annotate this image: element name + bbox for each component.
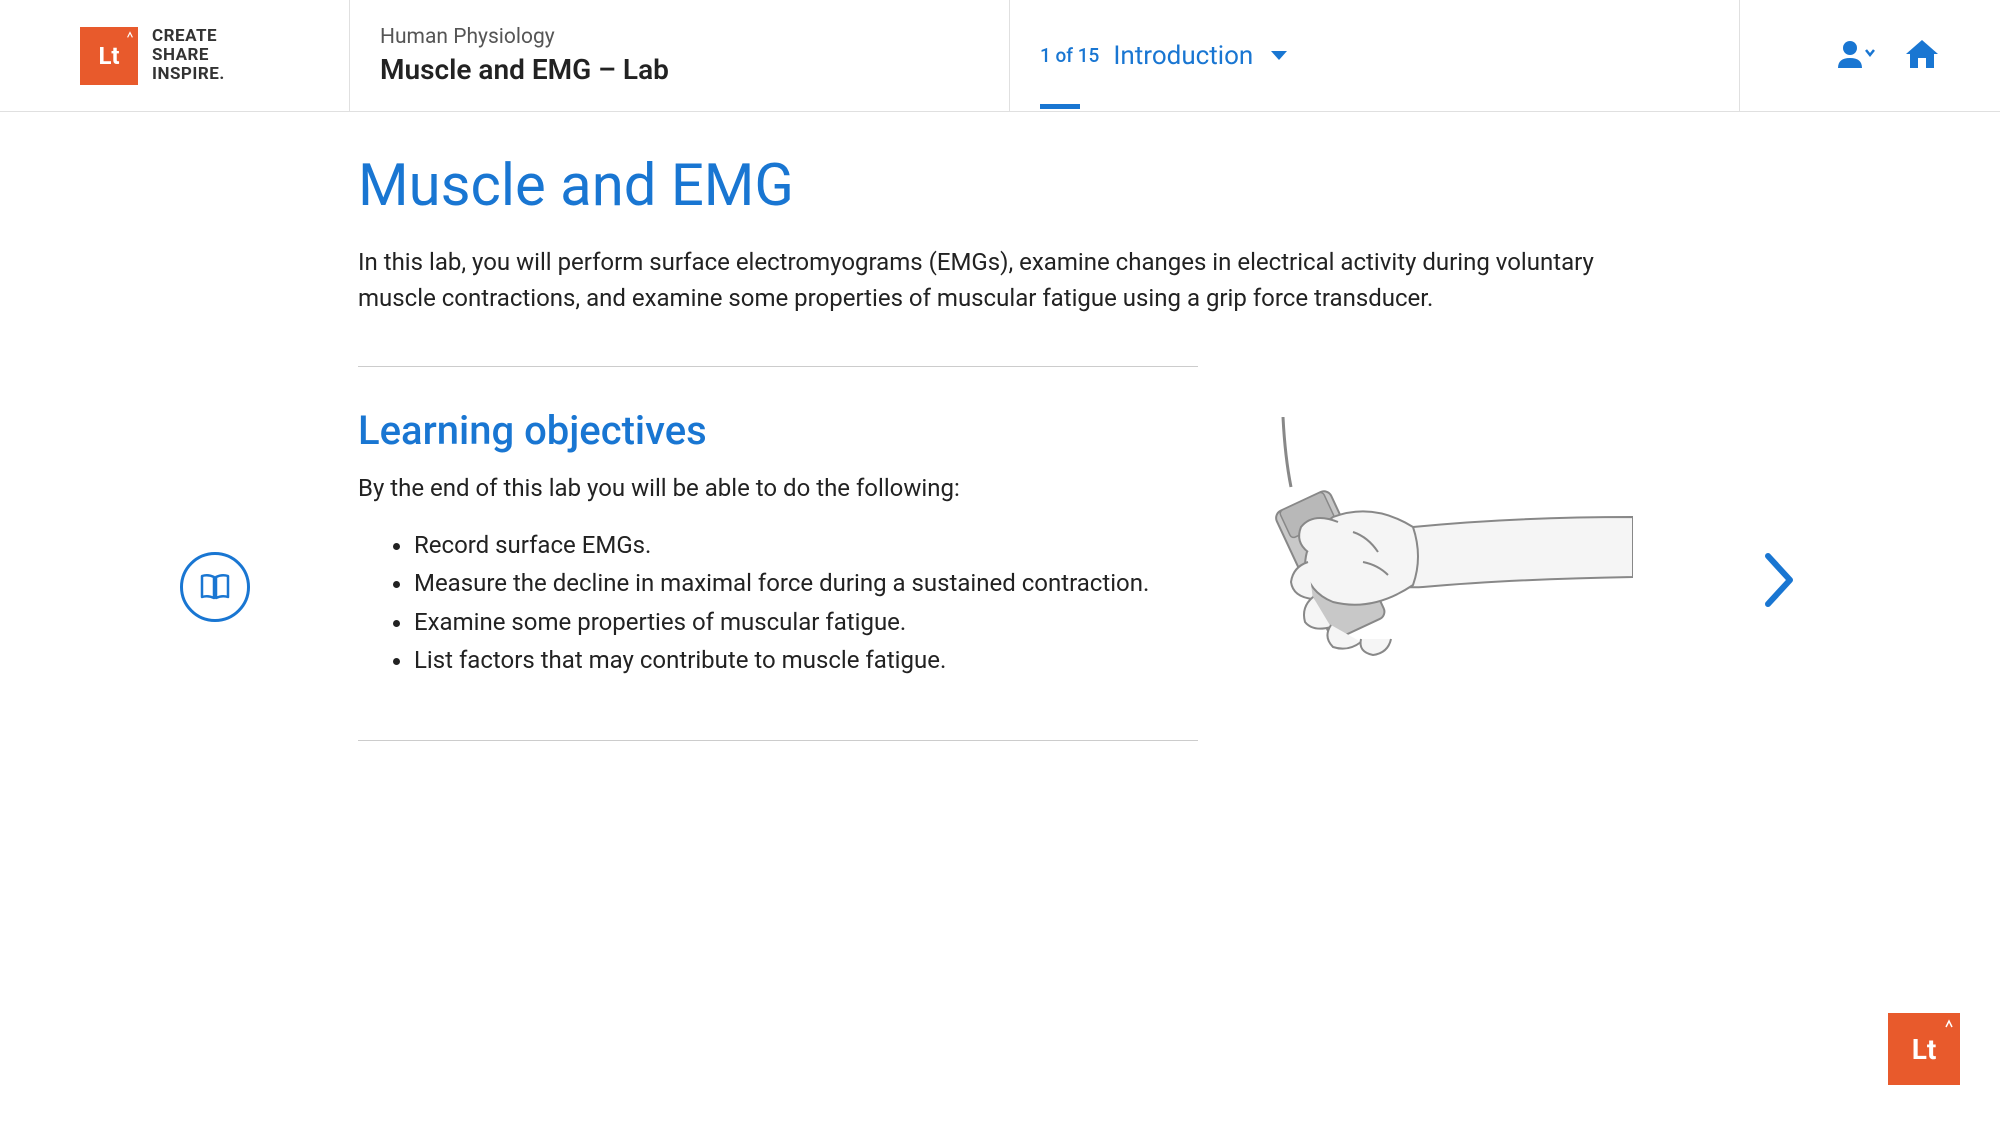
lab-name: Muscle and EMG – Lab — [380, 53, 1009, 86]
logo-accent-icon — [1944, 1019, 1954, 1029]
tagline-line: INSPIRE. — [152, 65, 225, 84]
list-item: List factors that may contribute to musc… — [414, 641, 1153, 679]
list-item: Measure the decline in maximal force dur… — [414, 564, 1153, 602]
two-column: Learning objectives By the end of this l… — [358, 407, 1633, 680]
objectives-column: Learning objectives By the end of this l… — [358, 407, 1153, 680]
logo-accent-icon — [126, 31, 134, 39]
content: Muscle and EMG In this lab, you will per… — [0, 112, 2000, 741]
main-column: Muscle and EMG In this lab, you will per… — [358, 152, 1633, 741]
section-dropdown[interactable]: 1 of 15 Introduction — [1040, 5, 1287, 107]
lt-corner-logo[interactable]: Lt — [1888, 1013, 1960, 1085]
objectives-list: Record surface EMGs. Measure the decline… — [358, 526, 1153, 680]
lt-logo[interactable]: Lt — [80, 27, 138, 85]
divider — [358, 740, 1198, 741]
objectives-intro: By the end of this lab you will be able … — [358, 474, 1153, 502]
section-name: Introduction — [1113, 41, 1253, 71]
logo-section: Lt CREATE SHARE INSPIRE. — [0, 0, 350, 111]
logo-text: Lt — [98, 42, 119, 70]
chevron-right-icon — [1760, 548, 1800, 612]
user-menu[interactable] — [1836, 38, 1876, 74]
tagline-line: CREATE — [152, 27, 225, 46]
objectives-title: Learning objectives — [358, 407, 1153, 454]
logo-text: Lt — [1912, 1033, 1937, 1066]
book-icon — [198, 570, 232, 604]
icons-section — [1740, 0, 2000, 111]
user-icon — [1836, 38, 1876, 70]
home-button[interactable] — [1904, 38, 1940, 74]
list-item: Examine some properties of muscular fati… — [414, 603, 1153, 641]
intro-text: In this lab, you will perform surface el… — [358, 244, 1598, 316]
image-column — [1213, 407, 1633, 680]
title-section: Human Physiology Muscle and EMG – Lab — [350, 0, 1010, 111]
page-title: Muscle and EMG — [358, 152, 1633, 220]
divider — [358, 366, 1198, 367]
home-icon — [1904, 38, 1940, 70]
next-button[interactable] — [1760, 548, 1800, 616]
page-indicator: 1 of 15 — [1040, 44, 1099, 67]
course-name: Human Physiology — [380, 25, 1009, 49]
grip-transducer-illustration — [1213, 417, 1633, 657]
tagline-line: SHARE — [152, 46, 225, 65]
tagline: CREATE SHARE INSPIRE. — [152, 27, 225, 83]
resources-button[interactable] — [180, 552, 250, 622]
chevron-down-icon — [1271, 51, 1287, 60]
nav-section: 1 of 15 Introduction — [1010, 0, 1740, 111]
list-item: Record surface EMGs. — [414, 526, 1153, 564]
header: Lt CREATE SHARE INSPIRE. Human Physiolog… — [0, 0, 2000, 112]
